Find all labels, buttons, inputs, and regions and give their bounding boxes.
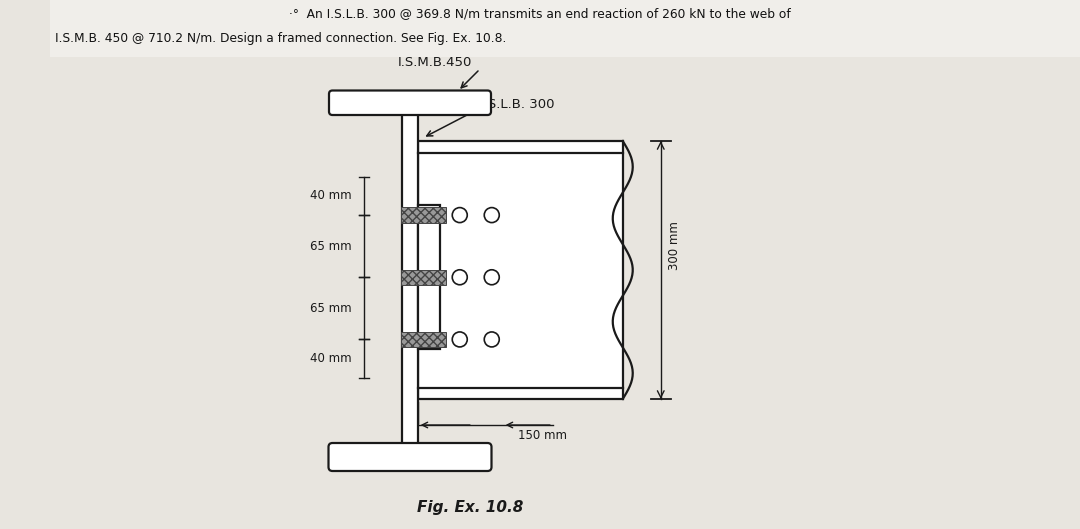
Text: 150 mm: 150 mm	[517, 429, 567, 442]
FancyBboxPatch shape	[328, 443, 491, 471]
Bar	[418, 141, 623, 399]
Bar	[402, 332, 446, 347]
Circle shape	[453, 207, 468, 223]
Circle shape	[484, 270, 499, 285]
Text: 300 mm: 300 mm	[669, 221, 681, 270]
Bar	[402, 112, 418, 447]
Bar	[50, 0, 1080, 57]
Bar	[418, 205, 440, 349]
FancyBboxPatch shape	[329, 90, 491, 115]
Bar	[402, 269, 446, 285]
Circle shape	[484, 332, 499, 347]
Text: 40 mm: 40 mm	[310, 189, 351, 203]
Text: Fig. Ex. 10.8: Fig. Ex. 10.8	[417, 500, 523, 515]
Text: 40 mm: 40 mm	[310, 352, 351, 365]
Circle shape	[484, 207, 499, 223]
Circle shape	[453, 270, 468, 285]
Text: I.S.M.B. 450 @ 710.2 N/m. Design a framed connection. See Fig. Ex. 10.8.: I.S.M.B. 450 @ 710.2 N/m. Design a frame…	[55, 32, 507, 45]
Text: ·°  An I.S.L.B. 300 @ 369.8 N/m transmits an end reaction of 260 kN to the web o: ·° An I.S.L.B. 300 @ 369.8 N/m transmits…	[289, 7, 791, 20]
Text: I.S.L.B. 300: I.S.L.B. 300	[480, 98, 554, 111]
Circle shape	[453, 332, 468, 347]
Text: 65 mm: 65 mm	[310, 240, 351, 253]
Bar	[402, 207, 446, 223]
Text: I.S.M.B.450: I.S.M.B.450	[399, 56, 472, 69]
Text: 65 mm: 65 mm	[310, 302, 351, 315]
